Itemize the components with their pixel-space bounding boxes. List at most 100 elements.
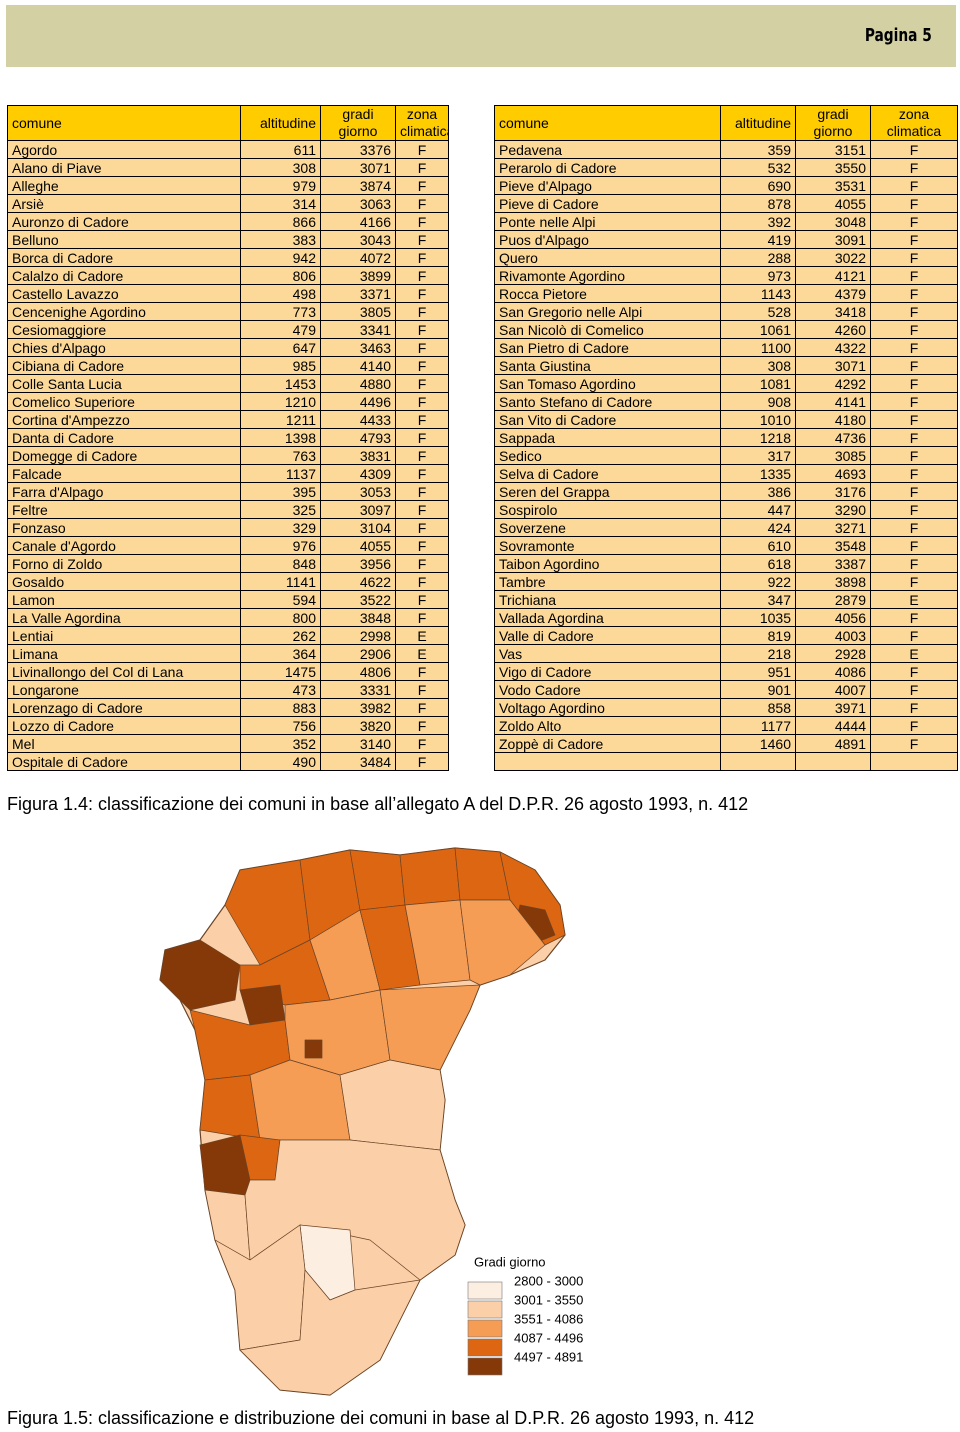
cell: Castello Lavazzo <box>7 284 241 303</box>
cell: La Valle Agordina <box>7 608 241 627</box>
row: Santo Stefano di Cadore 908 4141 F <box>494 392 958 411</box>
cell: Quero <box>494 248 721 267</box>
cell: Lentiai <box>7 626 241 645</box>
cell: F <box>395 338 449 357</box>
cell: 4793 <box>320 428 396 447</box>
cell: 1010 <box>720 410 796 429</box>
region <box>459 899 546 986</box>
cell: Cibiana di Cadore <box>7 356 241 375</box>
cell: 3548 <box>795 536 871 555</box>
cell: Chies d'Alpago <box>7 338 241 357</box>
cell: 395 <box>240 482 321 501</box>
cell: Longarone <box>7 680 241 699</box>
cell: F <box>870 680 958 699</box>
cell: F <box>870 554 958 573</box>
cell: Calalzo di Cadore <box>7 266 241 285</box>
header-cell: altitudine <box>240 105 321 141</box>
legend-swatch <box>467 1357 503 1376</box>
region <box>399 847 461 906</box>
row: San Tomaso Agordino 1081 4292 F <box>494 374 958 393</box>
cell: 866 <box>240 212 321 231</box>
legend-swatch <box>467 1281 503 1300</box>
cell: Colle Santa Lucia <box>7 374 241 393</box>
row: Vas 218 2928 E <box>494 644 958 663</box>
cell: 611 <box>240 140 321 159</box>
cell: F <box>870 176 958 195</box>
cell: 424 <box>720 518 796 537</box>
cell: Zoldo Alto <box>494 716 721 735</box>
page-number: Pagina 5 <box>865 25 932 46</box>
cell: 1137 <box>240 464 321 483</box>
cell: 3341 <box>320 320 396 339</box>
table-right: comune altitudine gradi giorno zona climati… <box>494 105 958 771</box>
cell: 490 <box>240 752 321 771</box>
cell: 4292 <box>795 374 871 393</box>
cell: Pieve di Cadore <box>494 194 721 213</box>
cell: Lamon <box>7 590 241 609</box>
row: Rivamonte Agordino 973 4121 F <box>494 266 958 285</box>
row: Perarolo di Cadore 532 3550 F <box>494 158 958 177</box>
cell: 3048 <box>795 212 871 231</box>
cell: 3091 <box>795 230 871 249</box>
cell: F <box>870 392 958 411</box>
cell: F <box>870 266 958 285</box>
row: Pedavena 359 3151 F <box>494 140 958 159</box>
cell: F <box>395 392 449 411</box>
cell: F <box>395 158 449 177</box>
legend-label: 4087 - 4496 <box>514 1330 583 1345</box>
cell: Feltre <box>7 500 241 519</box>
cell: 3484 <box>320 752 396 771</box>
cell: 979 <box>240 176 321 195</box>
cell: 383 <box>240 230 321 249</box>
row: Livinallongo del Col di Lana 1475 4806 F <box>7 662 449 681</box>
header-cell: comune <box>7 105 241 141</box>
cell: Sovramonte <box>494 536 721 555</box>
cell: 447 <box>720 500 796 519</box>
row: Castello Lavazzo 498 3371 F <box>7 284 449 303</box>
cell: 1218 <box>720 428 796 447</box>
cell: Seren del Grappa <box>494 482 721 501</box>
cell: 4055 <box>320 536 396 555</box>
cell: F <box>870 482 958 501</box>
cell: 3820 <box>320 716 396 735</box>
cell: 359 <box>720 140 796 159</box>
cell: 1475 <box>240 662 321 681</box>
row: Voltago Agordino 858 3971 F <box>494 698 958 717</box>
row: Seren del Grappa 386 3176 F <box>494 482 958 501</box>
region <box>199 1074 261 1141</box>
cell: 878 <box>720 194 796 213</box>
cell: 806 <box>240 266 321 285</box>
cell: 4086 <box>795 662 871 681</box>
cell: 2998 <box>320 626 396 645</box>
row: Trichiana 347 2879 E <box>494 590 958 609</box>
cell: 4056 <box>795 608 871 627</box>
cell: 262 <box>240 626 321 645</box>
cell: Arsiè <box>7 194 241 213</box>
cell: F <box>395 230 449 249</box>
row: Zoppè di Cadore 1460 4891 F <box>494 734 958 753</box>
cell: 618 <box>720 554 796 573</box>
cell: F <box>870 626 958 645</box>
cell: F <box>870 356 958 375</box>
row: Belluno 383 3043 F <box>7 230 449 249</box>
row: Farra d'Alpago 395 3053 F <box>7 482 449 501</box>
cell: 3376 <box>320 140 396 159</box>
cell: 1061 <box>720 320 796 339</box>
cell: 2879 <box>795 590 871 609</box>
row: Sedico 317 3085 F <box>494 446 958 465</box>
cell: F <box>870 500 958 519</box>
row: Forno di Zoldo 848 3956 F <box>7 554 449 573</box>
cell: 4166 <box>320 212 396 231</box>
cell: F <box>870 302 958 321</box>
row: Calalzo di Cadore 806 3899 F <box>7 266 449 285</box>
cell: San Vito di Cadore <box>494 410 721 429</box>
cell: 3418 <box>795 302 871 321</box>
cell: 1100 <box>720 338 796 357</box>
cell: 3371 <box>320 284 396 303</box>
row: Cibiana di Cadore 985 4140 F <box>7 356 449 375</box>
row: San Nicolò di Comelico 1061 4260 F <box>494 320 958 339</box>
row: Valle di Cadore 819 4003 F <box>494 626 958 645</box>
row: La Valle Agordina 800 3848 F <box>7 608 449 627</box>
row: Limana 364 2906 E <box>7 644 449 663</box>
